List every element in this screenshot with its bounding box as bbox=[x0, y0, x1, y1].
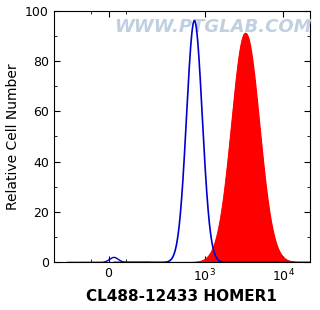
Text: WWW.PTGLAB.COM: WWW.PTGLAB.COM bbox=[114, 18, 311, 36]
X-axis label: CL488-12433 HOMER1: CL488-12433 HOMER1 bbox=[86, 290, 277, 304]
Y-axis label: Relative Cell Number: Relative Cell Number bbox=[5, 63, 20, 210]
